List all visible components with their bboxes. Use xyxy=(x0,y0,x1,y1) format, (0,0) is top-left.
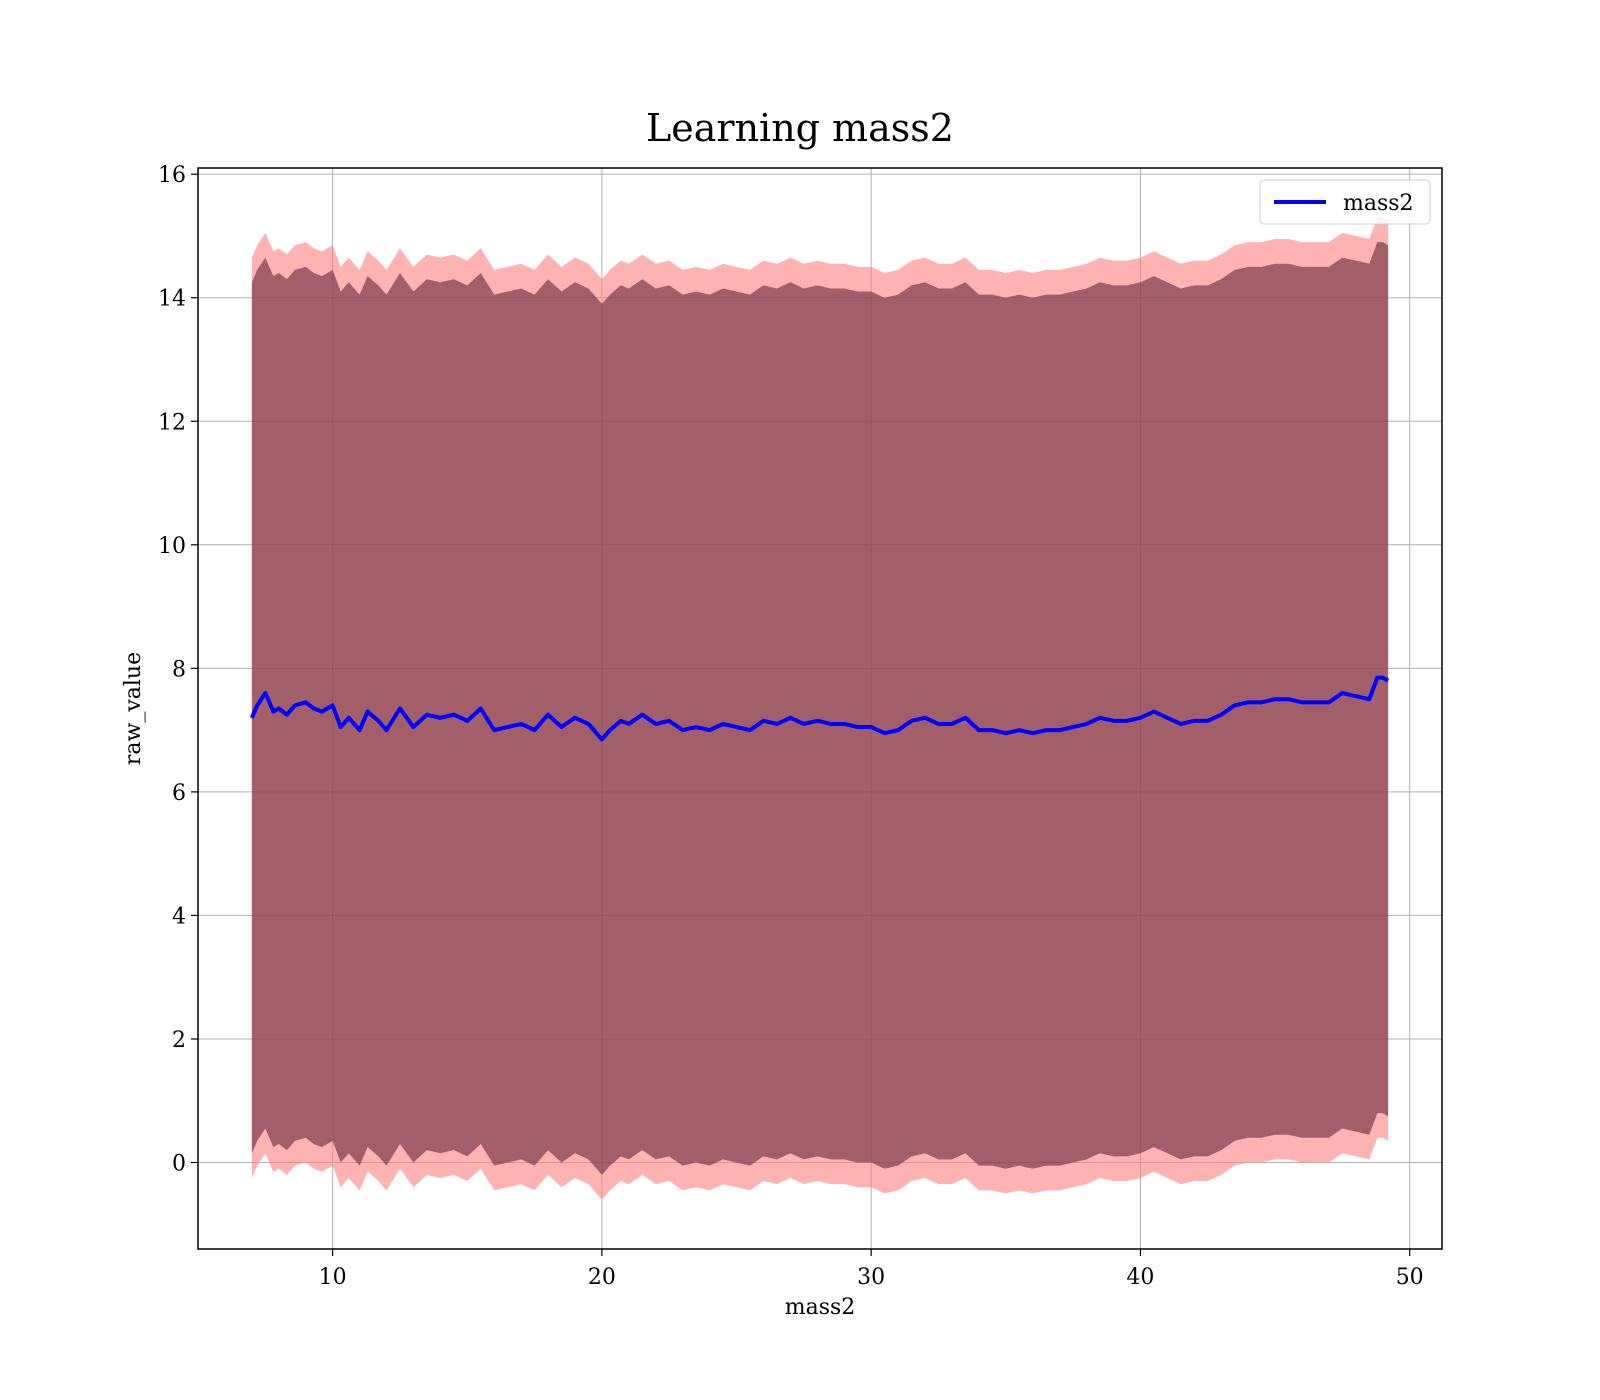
y-tick-label: 0 xyxy=(172,1152,186,1177)
y-axis-title: raw_value xyxy=(121,652,146,765)
inner-band-0 xyxy=(251,242,1389,1175)
y-tick-label: 10 xyxy=(158,534,186,559)
legend-label-mass2: mass2 xyxy=(1343,191,1414,216)
x-tick-label: 30 xyxy=(857,1265,885,1290)
x-tick-label: 40 xyxy=(1126,1265,1154,1290)
series-line-0 xyxy=(250,675,1390,742)
series-lines xyxy=(250,675,1390,742)
y-tick-label: 8 xyxy=(172,657,186,682)
x-axis-title: mass2 xyxy=(785,1295,856,1320)
legend: mass2 xyxy=(1259,179,1431,225)
x-tick-label: 20 xyxy=(588,1265,616,1290)
x-tick-label: 10 xyxy=(319,1265,347,1290)
y-tick-label: 4 xyxy=(172,904,186,929)
legend-box xyxy=(1259,179,1431,225)
uncertainty-bands xyxy=(251,217,1389,1200)
y-tick-label: 12 xyxy=(158,410,186,435)
y-tick-label: 16 xyxy=(158,163,186,188)
y-tick-label: 2 xyxy=(172,1028,186,1053)
y-tick-label: 14 xyxy=(158,287,186,312)
y-axis-ticks: 0 2 4 6 8 10 12 14 16 xyxy=(158,163,198,1177)
plot-area-frame xyxy=(197,167,1443,1250)
x-tick-label: 50 xyxy=(1396,1265,1424,1290)
x-axis-ticks: 10 20 30 40 50 xyxy=(319,1249,1424,1290)
chart-title: Learning mass2 xyxy=(646,106,954,150)
y-tick-label: 6 xyxy=(172,781,186,806)
